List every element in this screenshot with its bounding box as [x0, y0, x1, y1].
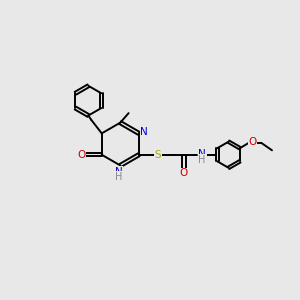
Text: N: N — [140, 127, 148, 137]
Text: H: H — [198, 154, 206, 164]
Text: S: S — [155, 150, 161, 160]
Text: N: N — [198, 149, 206, 159]
Text: O: O — [248, 137, 256, 147]
Text: O: O — [180, 168, 188, 178]
Text: N: N — [115, 167, 123, 177]
Text: O: O — [77, 150, 86, 160]
Text: H: H — [115, 172, 122, 182]
